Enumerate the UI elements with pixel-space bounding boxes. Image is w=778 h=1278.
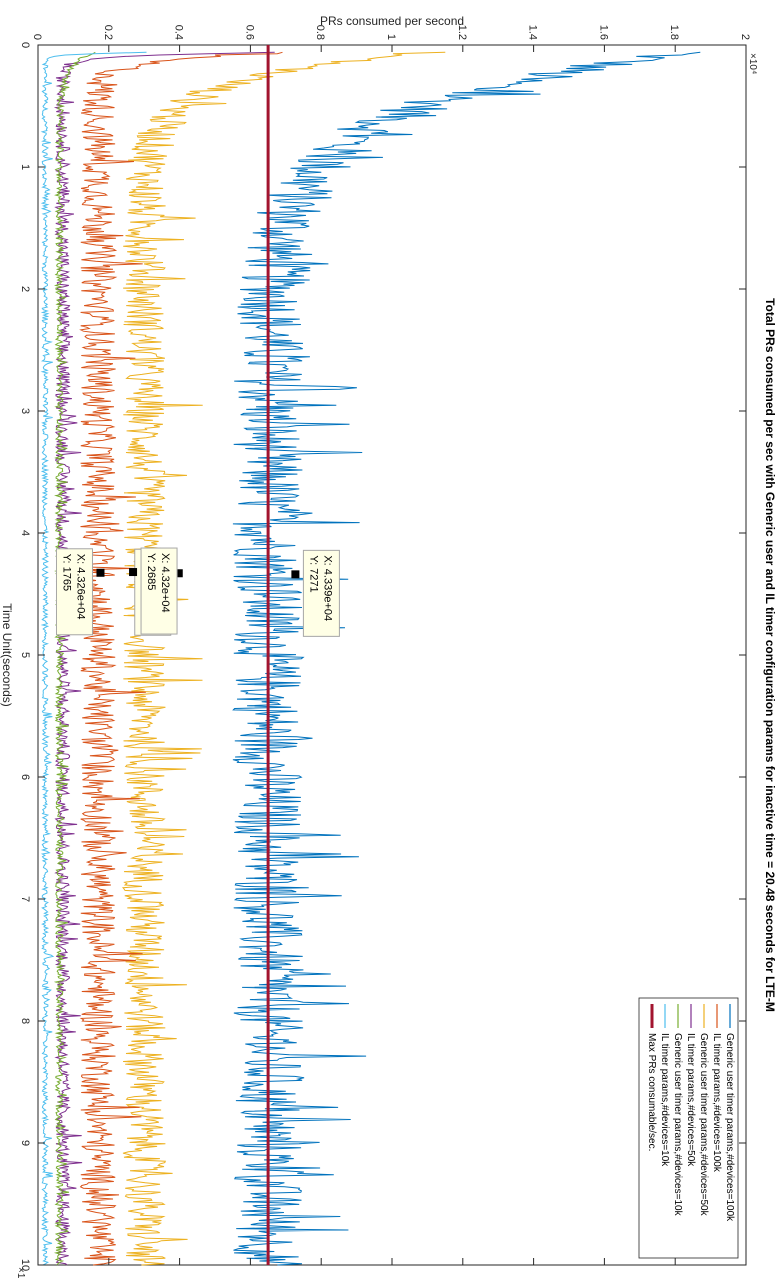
data-tip-marker[interactable]	[129, 568, 138, 577]
y-tick-label: 1.8	[668, 25, 680, 40]
legend-entry: IL timer params,#devices=10k	[659, 1033, 670, 1167]
data-tip-y: Y: 7271	[307, 555, 319, 592]
x-tick-label: 8	[19, 1018, 31, 1024]
legend: Generic user timer params,#devices=100kI…	[638, 997, 739, 1259]
legend-entry: Max PRs consumable/sec.	[646, 1033, 657, 1151]
y-tick-label: 2	[739, 34, 751, 40]
data-tip-y: Y: 1765	[60, 554, 72, 591]
y-tick-label: 1	[385, 34, 397, 40]
series-line-0	[232, 51, 701, 1266]
y-tick-label: 0.6	[243, 25, 255, 40]
series-line-4	[53, 51, 96, 1266]
legend-entry: Generic user timer params,#devices=10k	[672, 1033, 683, 1217]
data-tip-x: X: 4.32e+04	[159, 553, 171, 613]
x-tick-label: 5	[19, 652, 31, 658]
data-tip-marker[interactable]	[96, 568, 105, 577]
data-tip-y: Y: 2685	[145, 553, 157, 590]
x-tick-label: 3	[19, 408, 31, 414]
series-line-5	[40, 51, 147, 1266]
series-line-3	[53, 51, 275, 1266]
x-axis-label: Time Unit(seconds)	[0, 603, 14, 707]
x-tick-label: 2	[19, 286, 31, 292]
legend-entry: Generic user timer params,#devices=100k	[724, 1033, 735, 1222]
data-tip-box	[302, 549, 340, 637]
y-tick-label: 0.4	[173, 25, 185, 40]
y-exponent-label: ×10⁴	[747, 53, 758, 74]
data-tip-marker[interactable]	[291, 570, 300, 579]
series-layer	[40, 45, 701, 1266]
y-tick-label: 1.2	[456, 25, 468, 40]
y-tick-label: 1.6	[597, 25, 609, 40]
y-axis-label: PRs consumed per second	[320, 14, 464, 28]
labels-layer: Total PRs consumed per sec with Generic …	[0, 14, 777, 1278]
y-tick-label: 1.4	[527, 25, 539, 40]
x-exponent-label: ×10⁴	[15, 1267, 26, 1278]
legend-entry: IL timer params,#devices=50k	[685, 1033, 696, 1167]
chart-title: Total PRs consumed per sec with Generic …	[763, 298, 777, 1012]
x-tick-label: 7	[19, 896, 31, 902]
legend-entry: Generic user timer params,#devices=50k	[698, 1033, 709, 1217]
data-tip-x: X: 4.339e+04	[321, 555, 333, 621]
data-tip-box	[55, 548, 93, 636]
series-line-1	[79, 51, 283, 1266]
x-tick-label: 0	[19, 42, 31, 48]
x-tick-label: 9	[19, 1140, 31, 1146]
data-tip-box	[140, 547, 178, 635]
y-tick-label: 0	[31, 34, 43, 40]
y-tick-label: 0.2	[102, 25, 114, 40]
x-tick-label: 6	[19, 774, 31, 780]
legend-box	[638, 997, 739, 1259]
series-line-2	[122, 51, 446, 1266]
x-tick-label: 10	[19, 1259, 31, 1271]
y-tick-label: 0.8	[314, 25, 326, 40]
x-tick-label: 4	[19, 530, 31, 536]
legend-entry: IL timer params,#devices=100k	[711, 1033, 722, 1173]
x-tick-label: 1	[19, 164, 31, 170]
ticks-layer: 0 1 2 3 4 5 6 7 8 9 10 0 0.2 0.4 0.6 0.8 1 1.2 1.4 1.6 1.8 2	[19, 25, 751, 1271]
data-tip-x: X: 4.326e+04	[74, 554, 86, 620]
